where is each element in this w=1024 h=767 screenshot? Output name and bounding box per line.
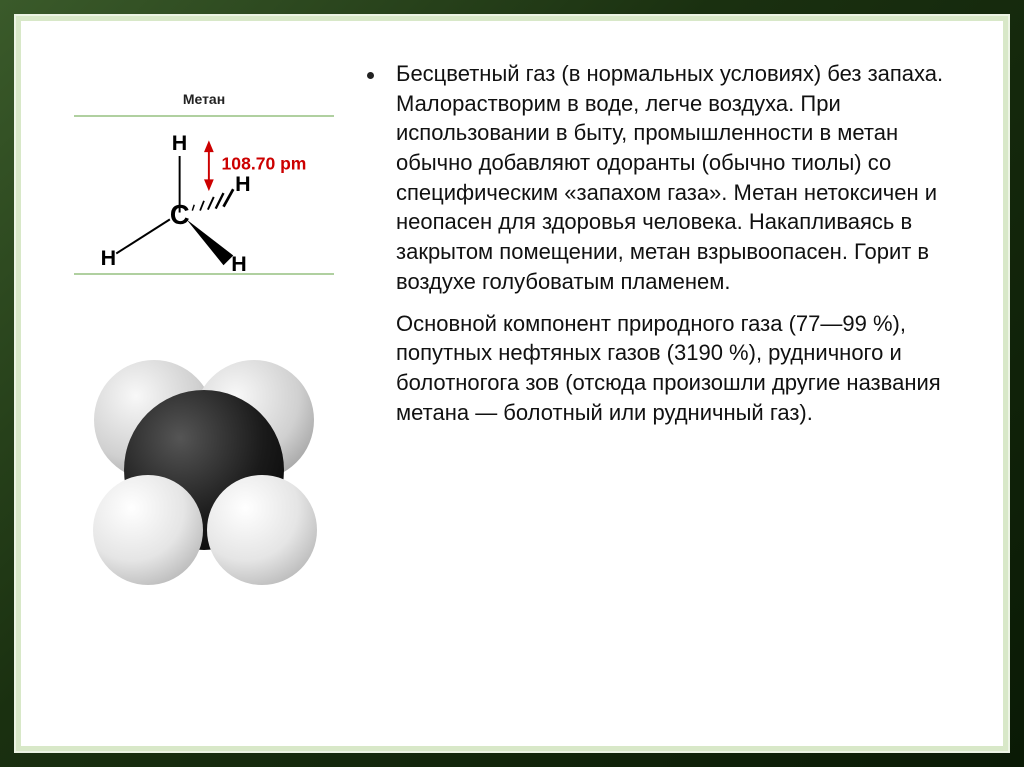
- atom-carbon: C: [170, 199, 190, 230]
- atom-h-back: H: [235, 172, 250, 196]
- bond-length-label: 108.70 pm: [222, 154, 307, 174]
- atom-h-left: H: [101, 246, 116, 270]
- slide: Метан C H H: [21, 21, 1003, 746]
- bullet-item: Основной компонент природного газа (77—9…: [367, 309, 963, 428]
- atom-h-top: H: [172, 131, 187, 155]
- molecule-title: Метан: [49, 91, 359, 107]
- slide-frame: Метан C H H: [14, 14, 1010, 753]
- hydrogen-sphere-icon: [93, 475, 203, 585]
- bullet-item: Бесцветный газ (в нормальных условиях) б…: [367, 59, 963, 297]
- left-column: Метан C H H: [49, 55, 359, 722]
- spacefill-model: [79, 335, 329, 585]
- right-column: Бесцветный газ (в нормальных условиях) б…: [359, 55, 963, 722]
- atom-h-front: H: [231, 252, 246, 273]
- structural-formula-diagram: C H H H H 108.70 pm: [74, 115, 334, 275]
- hydrogen-sphere-icon: [207, 475, 317, 585]
- bullet-dot-icon: [367, 72, 374, 79]
- paragraph-1: Бесцветный газ (в нормальных условиях) б…: [396, 59, 963, 297]
- paragraph-2: Основной компонент природного газа (77—9…: [396, 309, 963, 428]
